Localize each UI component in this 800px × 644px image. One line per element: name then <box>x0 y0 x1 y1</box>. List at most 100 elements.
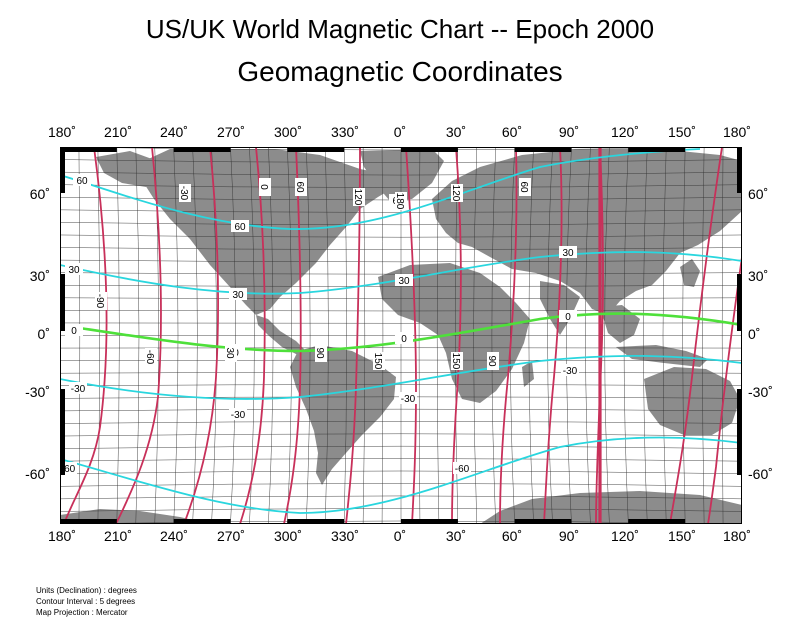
frame-bar-left <box>60 274 65 331</box>
geomagnetic-longitude-line <box>115 147 162 524</box>
lon-tick-top: 270˚ <box>216 124 246 140</box>
geomagnetic-latitude-line <box>60 148 701 230</box>
contour-label-lat: 30 <box>398 276 410 287</box>
contour-label-lon: 180 <box>394 193 405 210</box>
grid-parallel <box>60 433 742 437</box>
contour-label-lon-bg <box>259 178 271 196</box>
contour-label-lon-bg <box>519 178 531 196</box>
lon-tick-bottom: 180˚ <box>722 528 752 544</box>
contour-label-lon: 60 <box>294 181 305 193</box>
chart-notes: Units (Declination) : degrees Contour In… <box>36 585 137 618</box>
contour-label-lat: 30 <box>232 290 244 301</box>
contour-label-lat: -30 <box>401 394 416 405</box>
lon-tick-top: 90˚ <box>558 124 580 140</box>
world-map: 60 60 60 30 30 30 30 0 0 0 0 -30 -30 -30 -30 -60 -60 -90 -… <box>60 147 742 524</box>
grid-parallel <box>60 495 742 500</box>
grid-parallel <box>60 247 742 250</box>
lon-tick-top: 150˚ <box>667 124 697 140</box>
contour-label-lat-bg <box>561 364 579 376</box>
lon-tick-top: 210˚ <box>103 124 133 140</box>
lat-tick-left: 60˚ <box>29 186 50 202</box>
contour-label-lat: 60 <box>234 222 246 233</box>
frame-bar-bottom <box>287 519 345 524</box>
map-frame <box>60 147 742 524</box>
lat-tick-right: 60˚ <box>748 186 769 202</box>
contour-label-lat-bg <box>559 246 577 258</box>
lon-tick-bottom: 150˚ <box>667 528 697 544</box>
contour-label-lon: 120 <box>352 189 363 206</box>
chart-title: US/UK World Magnetic Chart -- Epoch 2000 <box>145 14 655 44</box>
geomagnetic-longitude-line <box>239 147 266 524</box>
lon-tick-bottom: 60˚ <box>501 528 523 544</box>
grid-parallel <box>60 372 742 374</box>
lat-tick-right: -60˚ <box>748 466 773 482</box>
contour-labels: 60 60 60 30 30 30 30 0 0 0 0 -30 -30 -30 -30 -60 -60 -90 -… <box>60 174 579 475</box>
madagascar <box>522 361 534 387</box>
australia <box>644 367 740 435</box>
lat-tick-left: 0˚ <box>37 326 50 342</box>
contour-label-lat-bg <box>559 310 577 322</box>
geomagnetic-latitude-line <box>60 436 742 514</box>
grid-parallel <box>60 384 742 386</box>
contour-label-lon: 60 <box>518 181 529 193</box>
frame-bar-right <box>737 147 742 193</box>
contour-label-lon: 90 <box>486 355 497 367</box>
contour-label-lat-bg <box>69 382 87 394</box>
frame-bar-right <box>737 389 742 475</box>
lon-tick-top: 330˚ <box>330 124 360 140</box>
contour-label-lat: -60 <box>455 464 470 475</box>
grid-parallel <box>60 159 742 163</box>
lon-tick-bottom: 240˚ <box>159 528 189 544</box>
grid-parallel <box>60 470 742 474</box>
geomagnetic-longitude-line <box>707 256 742 524</box>
grid-parallel <box>60 297 742 299</box>
frame-bar-bottom <box>401 519 458 524</box>
contour-label-lon: -60 <box>144 350 155 365</box>
grid-parallel <box>60 285 742 287</box>
contour-label-lon-bg <box>451 352 463 370</box>
contour-label-lon: -90 <box>94 294 105 309</box>
lat-tick-left: -60˚ <box>25 466 50 482</box>
geomagnetic-longitude-line <box>405 147 417 524</box>
contour-label-lon-bg <box>487 352 499 370</box>
contour-label-lon-bg <box>295 178 307 196</box>
central-america <box>256 315 306 355</box>
contour-label-lon-bg <box>179 184 191 202</box>
contour-label-lon-bg <box>315 344 327 362</box>
lon-tick-bottom: 0˚ <box>393 528 407 544</box>
lon-tick-bottom: 270˚ <box>216 528 246 544</box>
lon-tick-bottom: 330˚ <box>330 528 360 544</box>
frame-bar-top <box>287 147 345 152</box>
lat-tick-right: 0˚ <box>748 326 761 342</box>
india <box>540 281 580 335</box>
north-america <box>140 149 398 315</box>
contour-label-lat-bg <box>229 288 247 300</box>
contour-label-lat: 60 <box>76 176 88 187</box>
grid-parallel <box>60 421 742 424</box>
contour-label-lat: -60 <box>61 464 76 475</box>
lon-tick-top: 30˚ <box>445 124 467 140</box>
contour-label-lon-bg <box>373 352 385 370</box>
contour-label-lat: -30 <box>231 410 246 421</box>
contour-label-lon: 150 <box>372 353 383 370</box>
contour-label-lat-bg <box>399 392 417 404</box>
contour-label-lon: 120 <box>450 185 461 202</box>
contour-label-lat: -30 <box>71 384 86 395</box>
contour-label-lat: 0 <box>565 312 571 323</box>
contour-label-lat: 30 <box>562 248 574 259</box>
frame-bar-bottom <box>173 519 231 524</box>
lat-tick-right: -30˚ <box>748 384 773 400</box>
south-america <box>290 345 396 485</box>
frame-bar-right <box>737 274 742 331</box>
contour-label-lon-bg <box>353 188 365 206</box>
contour-label-lon: 0 <box>258 184 269 190</box>
lat-tick-left: -30˚ <box>25 384 50 400</box>
longitude-contours <box>63 147 742 524</box>
geomagnetic-latitude-line <box>60 355 742 400</box>
contour-label-lat-bg <box>395 332 413 344</box>
grid-parallel <box>60 222 742 226</box>
contour-label-lat-bg <box>453 462 471 474</box>
contour-label-lon-bg <box>225 344 237 362</box>
frame-bar-top <box>173 147 231 152</box>
lon-tick-bottom: 300˚ <box>273 528 303 544</box>
